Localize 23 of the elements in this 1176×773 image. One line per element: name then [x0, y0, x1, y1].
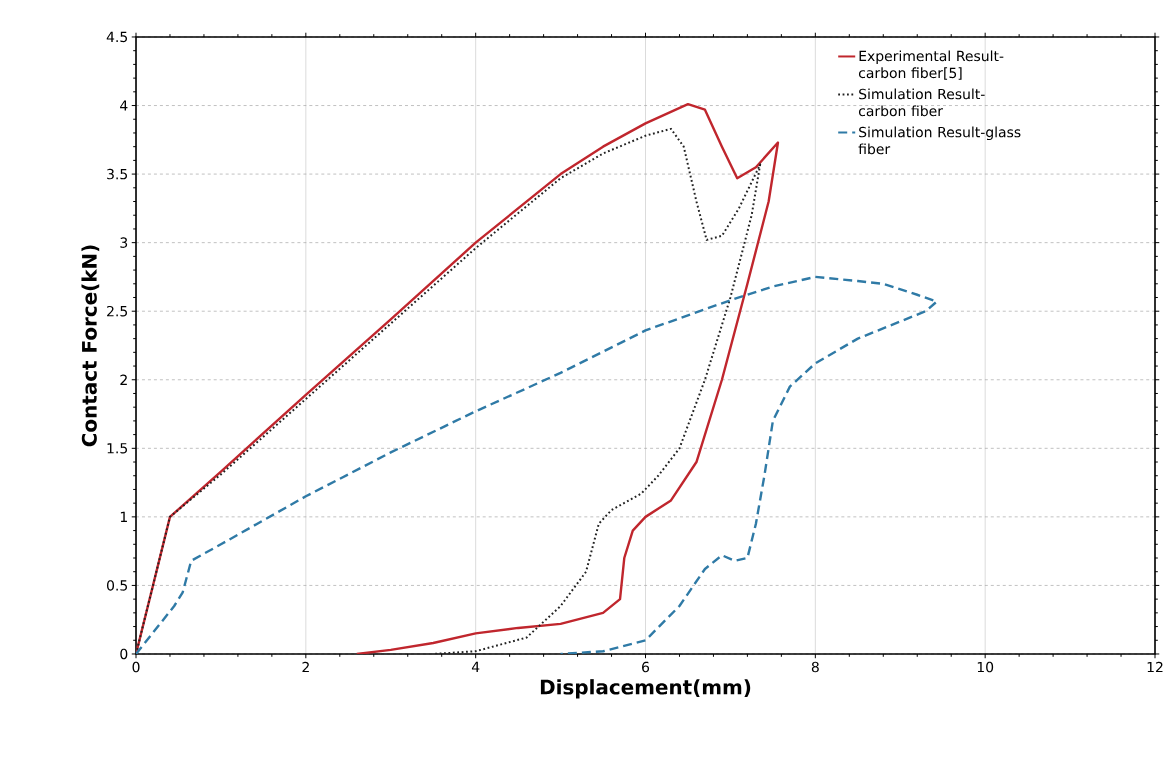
y-tick-label: 4 [120, 100, 128, 111]
x-tick-label: 10 [977, 661, 994, 673]
x-tick-label: 4 [471, 661, 480, 672]
y-tick-label: 1.5 [107, 443, 128, 454]
y-tick-label: 0 [120, 648, 128, 660]
y-tick-label: 3 [120, 237, 128, 248]
x-tick-label: 8 [811, 661, 819, 673]
y-tick-label: 1 [120, 511, 127, 522]
y-axis-title: Contact Force(kN) [81, 245, 100, 447]
y-tick-label: 4.5 [106, 31, 128, 43]
x-tick-label: 0 [132, 661, 140, 673]
legend-label: Simulation Result-glass fiber [858, 126, 1021, 155]
legend-label: Experimental Result-carbon fiber[5] [858, 50, 1004, 80]
y-tick-label: 2.5 [107, 305, 128, 317]
x-tick-label: 12 [1147, 661, 1163, 673]
x-tick-label: 2 [302, 661, 309, 673]
legend-label: Simulation Result-carbon fiber [858, 88, 985, 117]
y-tick-label: 2 [120, 374, 127, 385]
y-tick-label: 3.5 [107, 168, 128, 180]
y-tick-label: 0.5 [106, 580, 128, 591]
x-axis-title: Displacement(mm) [540, 679, 751, 699]
line-series [136, 275, 938, 654]
x-tick-label: 6 [642, 661, 650, 673]
